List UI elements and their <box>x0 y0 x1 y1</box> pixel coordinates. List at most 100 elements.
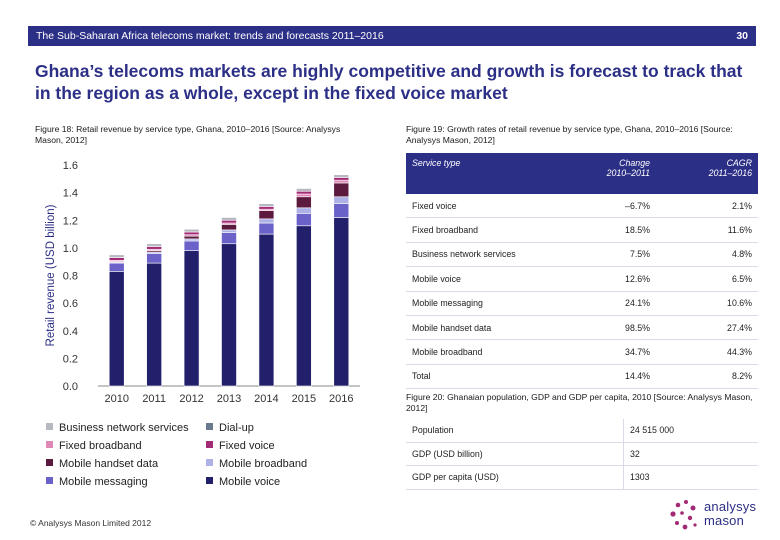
y-tick-label: 1.4 <box>63 188 78 200</box>
legend-label: Mobile messaging <box>59 476 148 488</box>
cell-value: 24 515 000 <box>623 419 758 443</box>
header-bar: The Sub-Saharan Africa telecoms market: … <box>28 26 756 46</box>
cell-change: –6.7% <box>554 194 656 219</box>
bar-segment <box>296 190 312 195</box>
demographics-table: Population 24 515 000 GDP (USD billion) 32 G… <box>406 419 758 490</box>
y-tick-label: 0.0 <box>63 381 78 393</box>
copyright-notice: © Analysys Mason Limited 2012 <box>30 518 152 528</box>
page-headline: Ghana’s telecoms markets are highly comp… <box>35 61 743 103</box>
bar-segment <box>183 235 200 240</box>
legend-label: Mobile handset data <box>59 458 159 470</box>
bar-segment <box>146 246 162 250</box>
legend-item: Mobile messaging <box>46 476 148 488</box>
x-tick-label: 2012 <box>179 393 203 405</box>
table-row: GDP per capita (USD) 1303 <box>406 465 758 490</box>
revenue-stacked-bar-chart: 0.0 0.2 0.4 0.6 0.8 1.0 1.2 1.4 1.6 Retail revenu… <box>45 160 360 405</box>
x-tick-label: 2016 <box>329 393 353 405</box>
x-tick-label: 2014 <box>254 393 278 405</box>
cell-change: 14.4% <box>554 364 656 390</box>
growth-rates-body: Fixed voice –6.7% 2.1% Fixed broadband 18.5%… <box>406 194 758 390</box>
growth-rates-table: Service type Change 2010–2011 CAGR 2011–… <box>406 153 758 390</box>
cell-value: 1303 <box>623 465 758 490</box>
cell-indicator: GDP per capita (USD) <box>406 465 624 490</box>
figure20-caption: Figure 20: Ghanaian population, GDP and … <box>406 392 753 413</box>
x-tick-label: 2015 <box>292 393 316 405</box>
y-tick-label: 1.0 <box>63 243 78 255</box>
table-row: Business network services 7.5% 4.8% <box>406 242 758 268</box>
bar-segment <box>108 257 125 261</box>
table-row: GDP (USD billion) 32 <box>406 442 758 466</box>
legend-swatch <box>46 441 53 448</box>
x-tick-label: 2011 <box>142 393 166 405</box>
legend-label: Mobile voice <box>219 476 281 488</box>
bar-segment <box>258 206 275 210</box>
bar-segment <box>333 203 350 218</box>
bar-segment <box>258 222 275 235</box>
bar-segment <box>258 218 275 224</box>
bar-segment <box>183 250 200 387</box>
bar-segment <box>108 271 125 387</box>
bar-segment <box>221 217 237 221</box>
bar-segment <box>108 254 125 258</box>
y-axis-title: Retail revenue (USD billion) <box>45 204 57 346</box>
cell-value: 32 <box>623 442 758 466</box>
report-title: The Sub-Saharan Africa telecoms market: … <box>36 30 384 42</box>
bar-segment <box>146 253 162 264</box>
bar-segment <box>183 228 200 233</box>
bar-segment <box>146 243 162 247</box>
table-row: Fixed broadband 18.5% 11.6% <box>406 217 758 243</box>
bar-segment <box>221 224 237 231</box>
figure18-caption: Figure 18: Retail revenue by service typ… <box>35 124 341 145</box>
header-cagr: CAGR 2011–2016 <box>656 153 758 194</box>
legend-item: Fixed voice <box>206 440 275 452</box>
bar-segment <box>108 262 125 272</box>
cell-change: 34.7% <box>554 339 656 365</box>
bar-segment <box>146 262 162 387</box>
legend-swatch <box>46 477 53 484</box>
bar-segment <box>333 174 350 178</box>
bar-segment <box>221 219 237 224</box>
cell-cagr: 11.6% <box>656 217 758 243</box>
logo-word-2: mason <box>704 513 745 528</box>
table-row: Fixed voice –6.7% 2.1% <box>406 194 758 219</box>
bar-segment <box>221 243 237 387</box>
legend-swatch <box>46 459 53 466</box>
y-tick-label: 0.8 <box>63 271 78 283</box>
legend-label: Dial-up <box>219 422 254 434</box>
legend-swatch <box>46 423 53 430</box>
cell-change: 7.5% <box>554 242 656 268</box>
bar-segment <box>183 240 200 251</box>
header-service-type: Service type <box>406 153 554 194</box>
page-number: 30 <box>736 30 748 42</box>
cell-service: Total <box>406 364 554 390</box>
analysys-mason-logo: analysys mason <box>666 497 766 535</box>
table-row: Mobile broadband 34.7% 44.3% <box>406 339 758 365</box>
bar-segment <box>258 233 275 387</box>
cell-service: Mobile handset data <box>406 315 554 341</box>
legend-item: Business network services <box>46 422 189 434</box>
legend-label: Fixed broadband <box>59 440 142 452</box>
legend-swatch <box>206 459 213 466</box>
cell-service: Business network services <box>406 242 554 268</box>
cell-indicator: GDP (USD billion) <box>406 442 624 466</box>
cell-cagr: 27.4% <box>656 315 758 341</box>
y-tick-label: 0.4 <box>63 326 78 338</box>
bar-segment <box>296 207 312 214</box>
y-tick-label: 1.6 <box>63 160 78 172</box>
header-change: Change 2010–2011 <box>554 153 656 194</box>
cell-change: 12.6% <box>554 266 656 292</box>
cell-cagr: 8.2% <box>656 364 758 390</box>
table-row: Mobile handset data 98.5% 27.4% <box>406 315 758 341</box>
legend-item: Mobile handset data <box>46 458 158 470</box>
legend-label: Mobile broadband <box>219 458 308 470</box>
cell-indicator: Population <box>406 419 624 443</box>
bar-segment <box>221 229 237 233</box>
bar-segment <box>333 182 350 198</box>
logo-dots-icon <box>670 500 697 530</box>
bar-segment <box>296 196 312 209</box>
cell-service: Mobile voice <box>406 266 554 292</box>
y-tick-label: 1.2 <box>63 215 78 227</box>
cell-service: Mobile broadband <box>406 339 554 365</box>
table-header-row: Service type Change 2010–2011 CAGR 2011–… <box>406 153 758 194</box>
bar-segment <box>296 188 312 192</box>
